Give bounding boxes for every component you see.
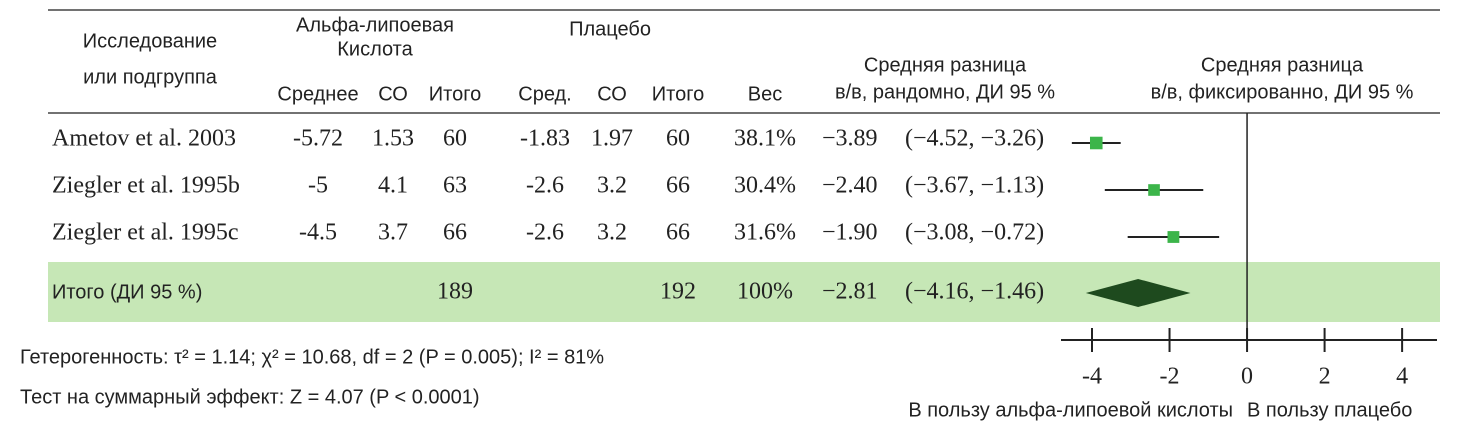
header: Исследование xyxy=(83,30,217,52)
cell: 66 xyxy=(443,220,467,246)
header: Кислота xyxy=(337,38,413,60)
cell: 63 xyxy=(443,173,467,199)
mean-difference: −2.40 xyxy=(822,173,878,199)
column-header: Сред. xyxy=(518,83,571,105)
summary-diamond xyxy=(1085,279,1191,307)
x-tick-label: -4 xyxy=(1082,364,1102,390)
cell: -2.6 xyxy=(526,173,564,199)
x-label-right: В пользу плацебо xyxy=(1247,399,1412,421)
study-name: Ziegler et al. 1995b xyxy=(52,173,240,199)
cell: 3.2 xyxy=(597,220,627,246)
cell: 1.53 xyxy=(372,126,414,152)
weight: 100% xyxy=(737,279,793,305)
confidence-interval: (−3.08, −0.72) xyxy=(905,220,1044,246)
mean-difference: −3.89 xyxy=(822,126,878,152)
header: Плацебо xyxy=(569,18,651,40)
cell: 60 xyxy=(443,126,467,152)
column-header: Среднее xyxy=(277,83,358,105)
mean-difference: −1.90 xyxy=(822,220,878,246)
weight: 38.1% xyxy=(734,126,796,152)
confidence-interval: (−4.52, −3.26) xyxy=(905,126,1044,152)
cell: -2.6 xyxy=(526,220,564,246)
header: в/в, рандомно, ДИ 95 % xyxy=(835,81,1055,103)
column-header: Вес xyxy=(748,83,782,105)
cell: 192 xyxy=(660,279,696,305)
cell: 3.7 xyxy=(378,220,408,246)
header: Средняя разница xyxy=(864,54,1027,76)
effect-marker xyxy=(1148,184,1160,196)
cell: 66 xyxy=(666,173,690,199)
column-header: Итого xyxy=(429,83,481,105)
x-tick-label: -2 xyxy=(1160,364,1180,390)
column-header: СО xyxy=(597,83,627,105)
cell: 1.97 xyxy=(591,126,633,152)
column-header: СО xyxy=(378,83,408,105)
x-tick-label: 2 xyxy=(1319,364,1331,390)
total-name: Итого (ДИ 95 %) xyxy=(52,281,202,303)
cell: -1.83 xyxy=(520,126,570,152)
cell: 60 xyxy=(666,126,690,152)
x-label-left: В пользу альфа-липоевой кислоты xyxy=(908,399,1233,421)
x-tick-label: 4 xyxy=(1396,364,1408,390)
confidence-interval: (−3.67, −1.13) xyxy=(905,173,1044,199)
column-header: Итого xyxy=(652,83,704,105)
header: или подгруппа xyxy=(83,66,218,88)
study-name: Ziegler et al. 1995c xyxy=(52,220,239,246)
cell: -4.5 xyxy=(299,220,337,246)
cell: 4.1 xyxy=(378,173,408,199)
x-tick-label: 0 xyxy=(1241,364,1253,390)
total-band xyxy=(48,262,1440,322)
header: Средняя разница xyxy=(1201,54,1364,76)
weight: 30.4% xyxy=(734,173,796,199)
effect-marker xyxy=(1167,231,1180,243)
overall-test: Тест на суммарный эффект: Z = 4.07 (P < … xyxy=(20,386,480,408)
cell: -5 xyxy=(308,173,328,199)
mean-difference: −2.81 xyxy=(822,279,878,305)
heterogeneity: Гетерогенность: τ² = 1.14; χ² = 10.68, d… xyxy=(20,346,604,368)
effect-marker xyxy=(1089,136,1103,150)
confidence-interval: (−4.16, −1.46) xyxy=(905,279,1044,305)
study-name: Ametov et al. 2003 xyxy=(52,126,236,152)
cell: 189 xyxy=(437,279,473,305)
cell: 66 xyxy=(666,220,690,246)
cell: 3.2 xyxy=(597,173,627,199)
cell: -5.72 xyxy=(293,126,343,152)
header: Альфа-липоевая xyxy=(296,14,454,36)
header: в/в, фиксированно, ДИ 95 % xyxy=(1151,81,1414,103)
weight: 31.6% xyxy=(734,220,796,246)
